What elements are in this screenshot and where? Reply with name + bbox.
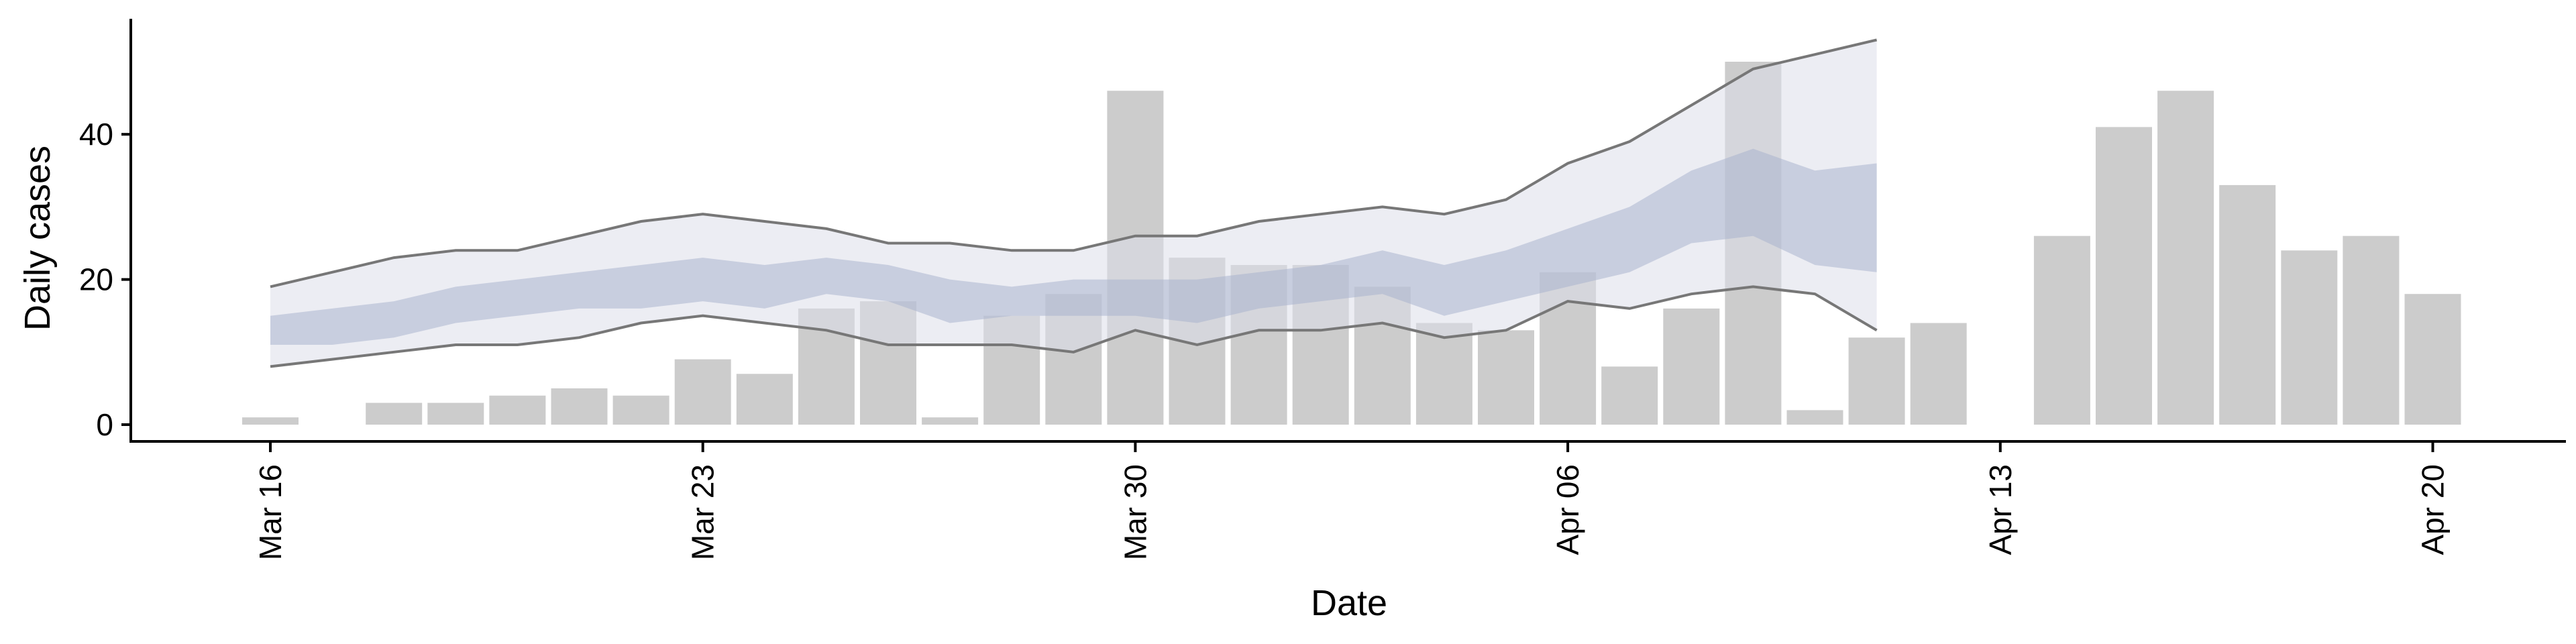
bar-2020-03-27 xyxy=(922,417,979,425)
y-tick-label-0: 0 xyxy=(96,407,113,442)
nowcast-bands xyxy=(270,38,1878,368)
bar-2020-04-12 xyxy=(1910,323,1967,425)
bar-2020-04-16 xyxy=(2157,91,2214,425)
bar-2020-03-19 xyxy=(427,402,484,425)
y-tick-label-20: 20 xyxy=(79,262,113,297)
upper-90-line xyxy=(270,38,1878,288)
x-tick-label-2020-04-20: Apr 20 xyxy=(2416,464,2451,555)
bar-2020-04-17 xyxy=(2219,184,2276,425)
bar-2020-03-16 xyxy=(242,417,299,425)
bar-2020-03-24 xyxy=(736,374,793,425)
axes: 0 20 40 Mar 16 Mar 23 Mar 30 Apr 06 Apr 13 Apr 2… xyxy=(79,19,2566,560)
bar-2020-04-15 xyxy=(2096,127,2152,425)
bar-2020-04-18 xyxy=(2281,250,2338,425)
x-tick-label-2020-04-13: Apr 13 xyxy=(1983,464,2018,555)
x-tick-label-2020-04-06: Apr 06 xyxy=(1550,464,1585,555)
bar-2020-04-05 xyxy=(1478,330,1534,425)
bar-2020-04-04 xyxy=(1415,323,1472,425)
band-50-interval xyxy=(270,148,1877,345)
bar-2020-03-20 xyxy=(489,395,546,425)
bar-2020-03-21 xyxy=(551,388,608,425)
lower-90-line xyxy=(270,285,1878,368)
bar-2020-04-14 xyxy=(2033,235,2090,425)
bar-2020-03-23 xyxy=(674,359,731,425)
bar-2020-04-19 xyxy=(2343,235,2400,425)
bar-2020-04-08 xyxy=(1663,308,1720,425)
y-tick-label-40: 40 xyxy=(79,117,113,152)
bar-2020-04-10 xyxy=(1786,410,1843,425)
bar-2020-04-20 xyxy=(2404,294,2461,425)
bar-2020-04-11 xyxy=(1848,337,1905,425)
x-tick-label-2020-03-30: Mar 30 xyxy=(1118,464,1152,560)
band-90-interval xyxy=(270,40,1877,367)
x-tick-label-2020-03-23: Mar 23 xyxy=(686,464,720,560)
bar-2020-03-18 xyxy=(366,402,423,425)
bar-2020-04-07 xyxy=(1601,366,1658,425)
y-axis-title: Daily cases xyxy=(17,146,58,331)
x-tick-label-2020-03-16: Mar 16 xyxy=(253,464,288,560)
bar-2020-03-22 xyxy=(612,395,669,425)
x-axis-title: Date xyxy=(1311,583,1387,623)
